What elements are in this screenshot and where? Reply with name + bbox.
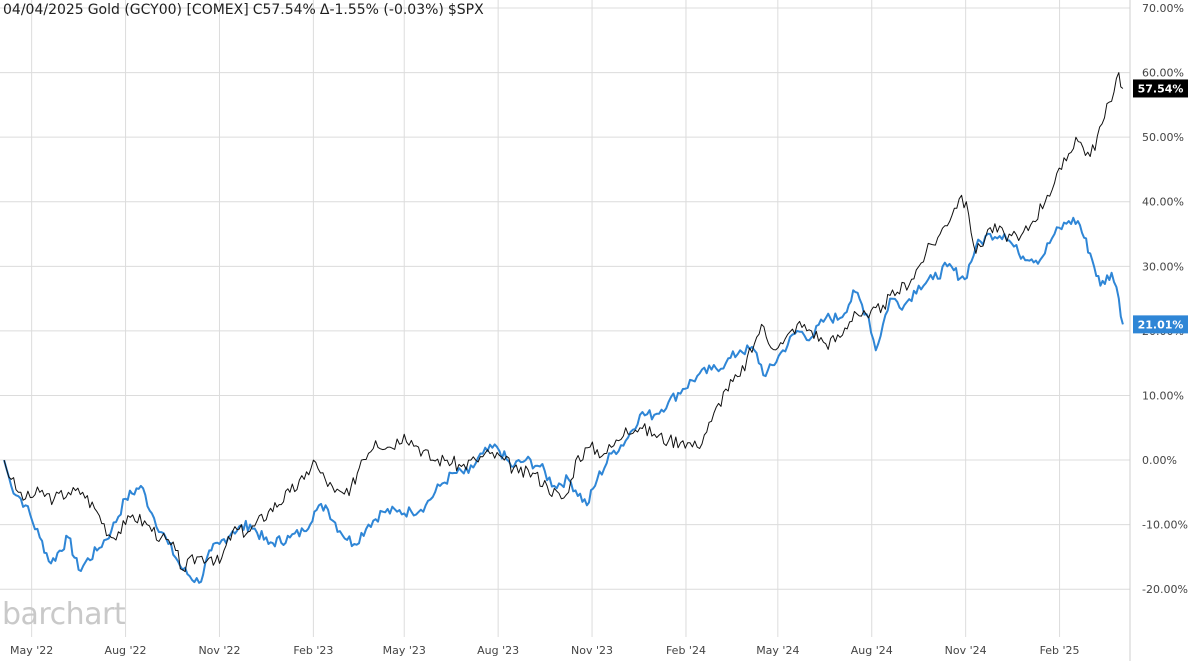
header-instrument: Gold (GCY00) [COMEX] <box>87 2 249 18</box>
spx-last-value-tag: 21.01% <box>1138 318 1184 331</box>
y-tick-label: 50.00% <box>1142 131 1184 144</box>
header-close: C57.54% <box>252 2 316 18</box>
y-tick-label: -10.00% <box>1142 519 1188 532</box>
x-tick-label: Feb '24 <box>666 644 706 657</box>
header-change: Δ-1.55% (-0.03%) <box>319 2 444 18</box>
x-tick-label: May '24 <box>756 644 799 657</box>
y-tick-label: 60.00% <box>1142 67 1184 80</box>
x-tick-label: Aug '24 <box>851 644 893 657</box>
header-date: 04/04/2025 <box>3 2 84 18</box>
y-tick-label: 40.00% <box>1142 196 1184 209</box>
spx-last-value-tag-bg <box>1133 315 1188 334</box>
x-tick-label: Aug '23 <box>477 644 519 657</box>
x-tick-label: Aug '22 <box>105 644 147 657</box>
x-tick-label: Feb '23 <box>293 644 333 657</box>
header-compare: $SPX <box>447 2 484 18</box>
gold-series-line <box>3 72 1124 573</box>
y-tick-label: 10.00% <box>1142 389 1184 402</box>
x-tick-label: May '22 <box>10 644 53 657</box>
gold-last-value-tag: 57.54% <box>1138 82 1184 95</box>
x-tick-label: Nov '22 <box>198 644 240 657</box>
barchart-watermark: barchart <box>2 597 126 632</box>
x-tick-label: Nov '23 <box>571 644 613 657</box>
x-tick-label: May '23 <box>383 644 426 657</box>
gold-last-value-tag-bg <box>1133 79 1188 98</box>
y-tick-label: 0.00% <box>1142 454 1177 467</box>
y-tick-label: 30.00% <box>1142 260 1184 273</box>
x-tick-label: Nov '24 <box>945 644 987 657</box>
y-tick-label: -20.00% <box>1142 583 1188 596</box>
chart-header: 04/04/2025 Gold (GCY00) [COMEX] C57.54% Δ-1… <box>3 2 488 18</box>
x-tick-label: Feb '25 <box>1040 644 1080 657</box>
y-tick-label: 70.00% <box>1142 2 1184 15</box>
spx-series-line <box>3 216 1124 584</box>
